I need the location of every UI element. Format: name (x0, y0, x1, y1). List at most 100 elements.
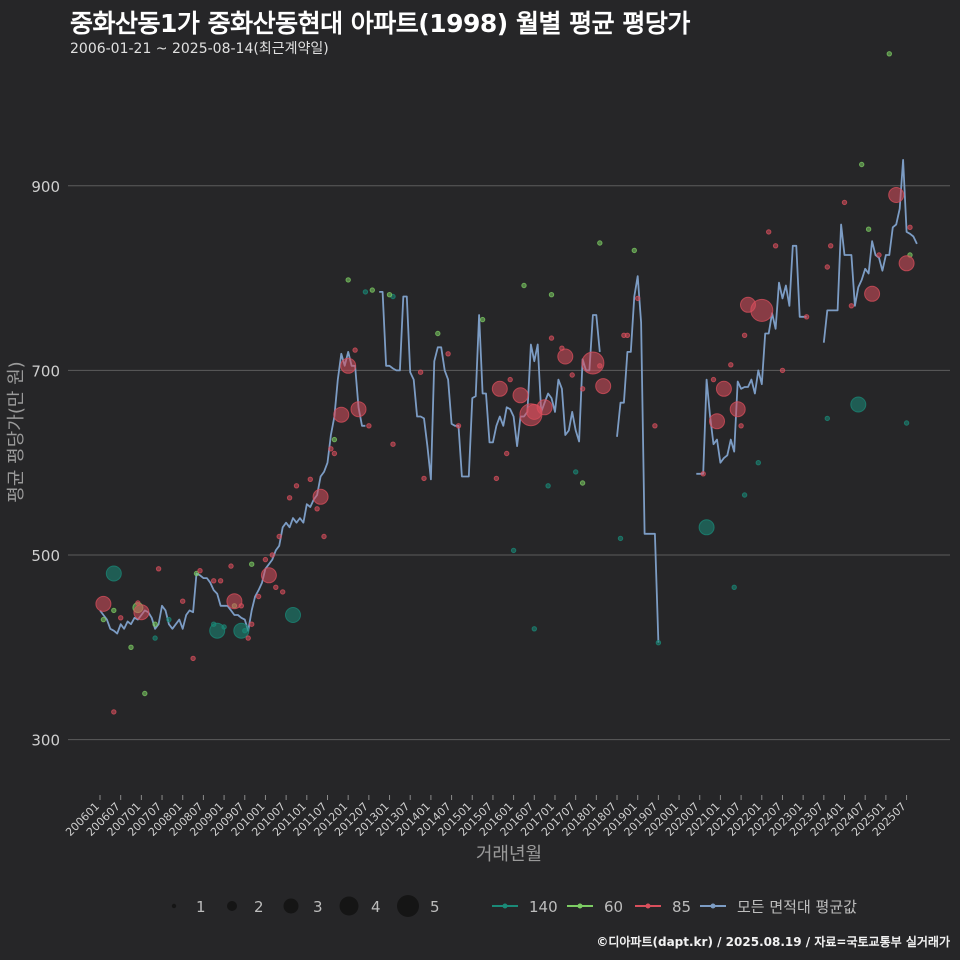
legend-series-label: 140 (529, 898, 558, 916)
point-85 (597, 363, 603, 369)
point-85 (269, 552, 275, 558)
point-85 (750, 298, 774, 322)
y-tick-label: 300 (31, 732, 60, 750)
points-layer (95, 51, 915, 715)
point-85 (595, 378, 612, 395)
point-60 (345, 277, 351, 283)
point-85 (226, 593, 243, 610)
point-85 (312, 488, 329, 505)
y-tick-label: 500 (31, 547, 60, 565)
point-85 (512, 387, 529, 404)
legend-size-label: 1 (196, 898, 206, 916)
point-85 (366, 423, 372, 429)
point-140 (698, 519, 715, 536)
point-85 (238, 603, 245, 609)
point-85 (228, 563, 234, 569)
point-85 (314, 506, 320, 512)
point-85 (635, 295, 641, 302)
point-85 (249, 621, 255, 627)
y-tick-label: 700 (31, 362, 60, 380)
point-85 (350, 401, 367, 418)
avg-line-segment-5 (822, 159, 918, 343)
point-85 (803, 314, 810, 320)
grid-layer (68, 185, 950, 741)
point-85 (307, 476, 313, 482)
point-60 (631, 247, 637, 254)
point-140 (285, 607, 301, 623)
point-85 (273, 584, 279, 590)
point-140 (209, 622, 226, 639)
point-85 (848, 303, 855, 309)
legend-size-label: 5 (430, 898, 440, 916)
point-60 (859, 161, 865, 168)
y-tick-label: 900 (31, 178, 60, 196)
point-85 (741, 332, 748, 338)
point-60 (142, 690, 148, 697)
point-140 (362, 289, 369, 295)
point-85 (824, 264, 830, 270)
point-85 (328, 446, 334, 452)
point-60 (886, 51, 892, 57)
legend-series-dot (577, 903, 583, 909)
point-140 (655, 640, 662, 646)
point-140 (242, 628, 248, 634)
point-85 (766, 229, 772, 235)
point-140 (510, 547, 517, 554)
point-140 (545, 483, 551, 489)
legend-series-label: 60 (604, 898, 623, 916)
point-85 (709, 413, 725, 430)
avg-line-segment-2 (379, 291, 601, 481)
point-85 (548, 335, 555, 341)
point-85 (217, 578, 224, 584)
legend-size-marker (397, 895, 419, 917)
point-85 (197, 568, 203, 574)
point-85 (888, 187, 905, 203)
point-85 (133, 604, 150, 621)
point-85 (779, 367, 786, 374)
point-60 (548, 292, 555, 298)
point-140 (221, 624, 227, 630)
point-85 (390, 441, 396, 447)
point-85 (738, 423, 744, 429)
point-85 (715, 380, 732, 397)
avg-line-segment-3 (616, 275, 660, 643)
point-140 (903, 420, 910, 426)
point-85 (710, 376, 717, 383)
point-140 (573, 469, 579, 475)
point-85 (280, 589, 286, 595)
point-85 (455, 423, 462, 429)
point-60 (100, 616, 107, 623)
point-140 (755, 460, 761, 466)
point-85 (876, 252, 882, 258)
point-140 (531, 626, 537, 632)
point-85 (421, 475, 427, 482)
point-85 (491, 380, 508, 397)
point-85 (245, 635, 251, 641)
point-60 (111, 607, 117, 614)
point-85 (569, 372, 575, 378)
point-60 (331, 436, 338, 443)
point-85 (652, 423, 658, 429)
point-140 (850, 396, 867, 413)
point-85 (180, 598, 186, 604)
legend-size-marker (339, 896, 359, 916)
point-85 (581, 351, 605, 375)
point-85 (155, 566, 162, 572)
point-85 (293, 483, 300, 489)
legend-series-dot (645, 903, 651, 909)
point-85 (276, 533, 282, 540)
point-140 (105, 565, 122, 582)
point-60 (249, 561, 255, 567)
avg-line-layer (99, 159, 918, 643)
legend-series-dot (502, 903, 508, 909)
point-85 (321, 533, 327, 540)
chart-caption: ©디아파트(dapt.kr) / 2025.08.19 / 자료=국토교통부 실… (596, 935, 950, 949)
point-85 (729, 401, 746, 418)
point-85 (333, 406, 350, 423)
point-85 (445, 351, 451, 357)
point-85 (352, 347, 358, 353)
point-140 (166, 616, 172, 623)
legend-size-label: 3 (313, 898, 323, 916)
point-85 (211, 578, 217, 584)
